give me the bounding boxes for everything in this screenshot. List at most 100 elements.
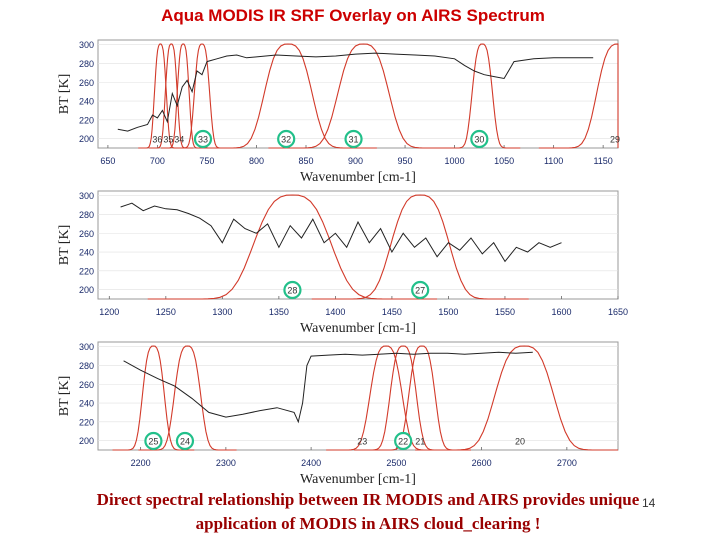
airs-spectrum-line: [120, 202, 562, 263]
page-number: 14: [642, 496, 656, 510]
y-tick-label: 300: [79, 342, 94, 352]
y-tick-label: 240: [79, 97, 94, 107]
band-label-29: 29: [610, 135, 620, 145]
band-label-32: 32: [281, 135, 291, 145]
x-tick-label: 1000: [445, 156, 465, 166]
y-tick-label: 220: [79, 266, 94, 276]
band-circle-28: [283, 280, 302, 300]
x-axis-label: Wavenumber [cm-1]: [300, 472, 416, 487]
band-label-23: 23: [357, 437, 367, 447]
y-tick-label: 200: [79, 134, 94, 144]
plot-frame: [97, 341, 619, 451]
chart-panel-1: 200 220 240 260 280 300 650 700 750 800 850 900 950 1…: [0, 32, 720, 192]
y-tick-label: 280: [79, 210, 94, 220]
y-axis-label: BT [K]: [57, 376, 72, 417]
srf-curve-band-30: [444, 43, 521, 149]
band-circle-30: [470, 129, 489, 149]
y-tick-label: 220: [79, 115, 94, 125]
x-tick-label: 900: [348, 156, 363, 166]
srf-curve-band-27: [311, 194, 529, 300]
x-tick-label: 1350: [269, 307, 289, 317]
y-tick-label: 200: [79, 436, 94, 446]
plot-frame: [97, 39, 619, 149]
band-label-25: 25: [148, 437, 158, 447]
band-label-35: 35: [163, 135, 173, 145]
band-label-31: 31: [349, 135, 359, 145]
x-tick-label: 1450: [382, 307, 402, 317]
slide-caption: Direct spectral relationship between IR …: [0, 488, 720, 536]
band-circle-24: [175, 431, 195, 451]
band-label-33: 33: [198, 135, 208, 145]
band-label-36: 36: [152, 135, 162, 145]
airs-spectrum-line: [117, 52, 594, 132]
x-axis-label: Wavenumber [cm-1]: [300, 321, 416, 336]
band-circle-32: [277, 129, 296, 149]
x-tick-label: 2500: [386, 458, 406, 468]
y-tick-label: 260: [79, 78, 94, 88]
x-tick-label: 2200: [131, 458, 151, 468]
srf-curve-band-24: [138, 345, 237, 451]
x-tick-label: 700: [150, 156, 165, 166]
y-tick-label: 300: [79, 191, 94, 201]
band-circle-27: [411, 280, 430, 300]
chart-svg-2: 200 220 240 260 280 300 1200 1250 1300 1350 1400 14…: [57, 190, 628, 336]
y-tick-label: 200: [79, 285, 94, 295]
srf-curve-band-29: [538, 43, 619, 149]
x-tick-label: 800: [249, 156, 264, 166]
chart-panel-3: 200 220 240 260 280 300 2200 2300 2400 2500 2600 27…: [0, 334, 720, 494]
band-label-22: 22: [398, 437, 408, 447]
srf-curve-band-31: [268, 43, 459, 149]
plot-frame: [97, 190, 619, 300]
y-tick-label: 280: [79, 361, 94, 371]
band-label-34: 34: [174, 135, 184, 145]
y-axis-label: BT [K]: [57, 225, 72, 266]
x-tick-label: 2600: [472, 458, 492, 468]
x-tick-label: 1600: [551, 307, 571, 317]
y-axis-label: BT [K]: [57, 74, 72, 115]
x-tick-label: 1050: [494, 156, 514, 166]
band-circle-25: [144, 431, 163, 451]
band-label-27: 27: [415, 286, 425, 296]
x-tick-label: 1500: [438, 307, 458, 317]
x-tick-label: 1200: [99, 307, 119, 317]
airs-spectrum-line: [123, 351, 533, 424]
y-tick-label: 300: [79, 40, 94, 50]
y-tick-label: 280: [79, 59, 94, 69]
chart-panel-2: 200 220 240 260 280 300 1200 1250 1300 1350 1400 14…: [0, 183, 720, 343]
x-tick-label: 1650: [608, 307, 628, 317]
y-tick-label: 260: [79, 380, 94, 390]
x-tick-label: 1100: [544, 156, 563, 166]
band-circle-31: [344, 129, 363, 149]
band-label-24: 24: [180, 437, 190, 447]
band-label-20: 20: [515, 437, 525, 447]
band-circle-33: [193, 129, 213, 149]
slide-title: Aqua MODIS IR SRF Overlay on AIRS Spectr…: [161, 6, 545, 25]
band-label-21: 21: [415, 437, 425, 447]
x-tick-label: 850: [298, 156, 313, 166]
chart-svg-3: 200 220 240 260 280 300 2200 2300 2400 2500 2600 27…: [57, 341, 619, 487]
srf-curve-band-25: [112, 345, 195, 451]
x-tick-label: 650: [100, 156, 115, 166]
srf-curve-band-20: [415, 345, 618, 451]
x-tick-label: 2300: [216, 458, 236, 468]
y-tick-label: 220: [79, 417, 94, 427]
srf-curve-band-34: [161, 43, 206, 149]
y-tick-label: 240: [79, 399, 94, 409]
x-tick-label: 1150: [593, 156, 612, 166]
x-axis-label: Wavenumber [cm-1]: [300, 170, 416, 185]
srf-curve-band-32: [199, 43, 377, 149]
x-tick-label: 750: [199, 156, 214, 166]
x-tick-label: 1550: [495, 307, 515, 317]
y-tick-label: 260: [79, 229, 94, 239]
chart-svg-1: 200 220 240 260 280 300 650 700 750 800 850 900 950 1…: [57, 39, 620, 185]
x-tick-label: 2400: [301, 458, 321, 468]
x-tick-label: 1400: [325, 307, 345, 317]
x-tick-label: 1300: [212, 307, 232, 317]
caption-line-1: Direct spectral relationship between IR …: [96, 490, 640, 509]
band-label-30: 30: [474, 135, 484, 145]
caption-line-2: application of MODIS in AIRS cloud_clear…: [195, 514, 541, 533]
x-tick-label: 2700: [557, 458, 577, 468]
srf-curve-band-28: [147, 194, 438, 300]
band-label-28: 28: [287, 286, 297, 296]
band-circle-22: [394, 431, 413, 451]
